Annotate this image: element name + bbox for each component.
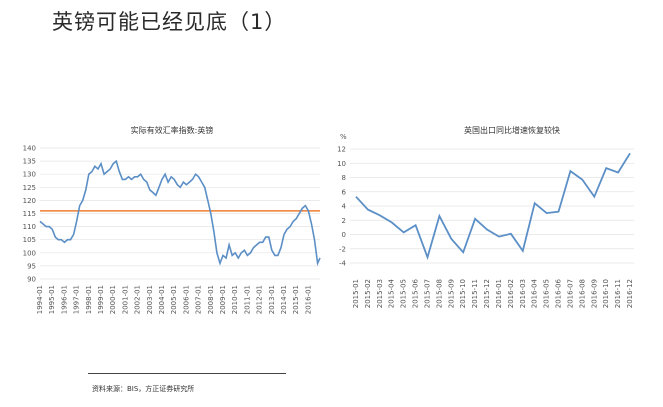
export-x-tick-label: 2016-10 [602,279,610,308]
export-x-tick-label: 2016-02 [507,279,515,308]
source-note: 资料来源：BIS，方正证券研究所 [92,385,195,393]
reer-x-axis: 1994-01 1995-01 1996-01 1997-01 1998-01 1999-… [36,285,312,314]
export-x-tick-label: 2015-06 [412,278,420,308]
reer-x-tick-label: 2010-01 [231,285,239,314]
export-y-unit: % [340,133,347,141]
reer-x-tick-label: 2001-01 [121,285,129,314]
reer-y-tick-label: 135 [23,158,36,166]
reer-x-tick-label: 2006-01 [182,285,190,314]
reer-x-tick-label: 1997-01 [73,285,81,314]
reer-x-tick-label: 2014-01 [280,285,288,314]
export-x-tick-label: 2016-11 [614,279,622,308]
export-x-tick-label: 2015-09 [447,279,455,308]
export-y-tick-label: 2 [342,217,346,225]
reer-chart-title: 实际有效汇率指数:英镑 [131,125,214,135]
reer-x-tick-label: 2004-01 [158,285,166,314]
reer-x-tick-label: 2012-01 [256,285,264,314]
export-y-tick-label: 0 [342,231,346,239]
export-y-tick-label: 8 [342,174,346,182]
export-y-tick-label: 6 [342,188,347,196]
reer-y-tick-label: 130 [23,171,36,179]
export-x-tick-label: 2015-02 [364,279,372,308]
export-y-tick-label: -2 [339,245,346,253]
reer-chart: 实际有效汇率指数:英镑 90 95 100 105 110 115 120 125 130 135… [23,125,321,314]
export-x-tick-label: 2015-04 [388,278,396,308]
reer-x-tick-label: 2013-01 [268,285,276,314]
reer-x-tick-label: 2000-01 [109,285,117,314]
export-y-tick-label: -4 [339,260,347,268]
export-x-tick-label: 2016-05 [543,279,551,308]
export-x-tick-label: 2016-07 [566,279,574,308]
export-x-tick-label: 2015-12 [483,279,491,308]
reer-y-tick-label: 120 [23,197,36,205]
reer-y-tick-label: 105 [23,236,36,244]
export-x-axis: 2015-01 2015-02 2015-03 2015-04 2015-05 2015-… [352,278,634,308]
export-series-line [355,152,631,261]
export-x-tick-label: 2016-01 [495,279,503,308]
export-y-tick-label: 10 [337,160,346,168]
export-x-tick-label: 2015-03 [376,279,384,308]
export-x-tick-label: 2015-01 [352,279,360,308]
reer-y-tick-label: 140 [23,145,36,153]
reer-x-tick-label: 2016-01 [304,285,312,314]
reer-x-tick-label: 2011-01 [243,285,251,314]
export-x-tick-label: 2015-05 [400,279,408,308]
export-x-tick-label: 2016-09 [590,279,598,308]
source-divider [88,373,286,374]
reer-x-tick-label: 2002-01 [134,285,142,314]
reer-x-tick-label: 2015-01 [292,285,300,314]
reer-x-tick-label: 2003-01 [146,285,154,314]
export-x-tick-label: 2015-10 [459,279,467,308]
export-x-tick-label: 2016-12 [626,279,634,308]
reer-y-tick-label: 110 [23,223,36,231]
reer-y-axis: 90 95 100 105 110 115 120 125 130 135 140 [23,145,36,284]
export-y-axis: -4 -2 0 2 4 6 8 10 12 [337,146,346,268]
export-x-tick-label: 2015-08 [435,279,443,308]
export-y-tick-label: 4 [342,203,347,211]
page-title: 英镑可能已经见底（1） [52,10,287,34]
reer-y-tick-label: 90 [27,276,36,284]
reer-x-tick-label: 1999-01 [97,285,105,314]
export-x-tick-label: 2015-07 [423,279,431,308]
reer-x-tick-label: 1998-01 [85,285,93,314]
reer-x-tick-label: 2008-01 [207,285,215,314]
export-gridlines [350,148,634,264]
reer-y-tick-label: 125 [23,184,36,192]
reer-x-tick-label: 1994-01 [36,285,44,314]
reer-y-tick-label: 115 [23,210,36,218]
reer-gridlines [40,147,320,280]
reer-x-tick-label: 2009-01 [219,285,227,314]
reer-x-tick-label: 2007-01 [195,285,203,314]
reer-y-tick-label: 95 [27,262,36,270]
export-chart-title: 英国出口同比增速恢复较快 [464,125,560,135]
export-x-tick-label: 2016-03 [519,279,527,308]
export-y-tick-label: 12 [337,146,346,154]
export-x-tick-label: 2016-06 [555,278,563,308]
reer-series-line [39,159,321,267]
reer-x-tick-label: 1995-01 [48,285,56,314]
export-x-tick-label: 2015-11 [471,279,479,308]
reer-x-tick-label: 2005-01 [170,285,178,314]
export-x-tick-label: 2016-04 [531,278,539,308]
export-x-tick-label: 2016-08 [578,279,586,308]
reer-x-tick-label: 1996-01 [60,285,68,314]
reer-y-tick-label: 100 [23,249,36,257]
